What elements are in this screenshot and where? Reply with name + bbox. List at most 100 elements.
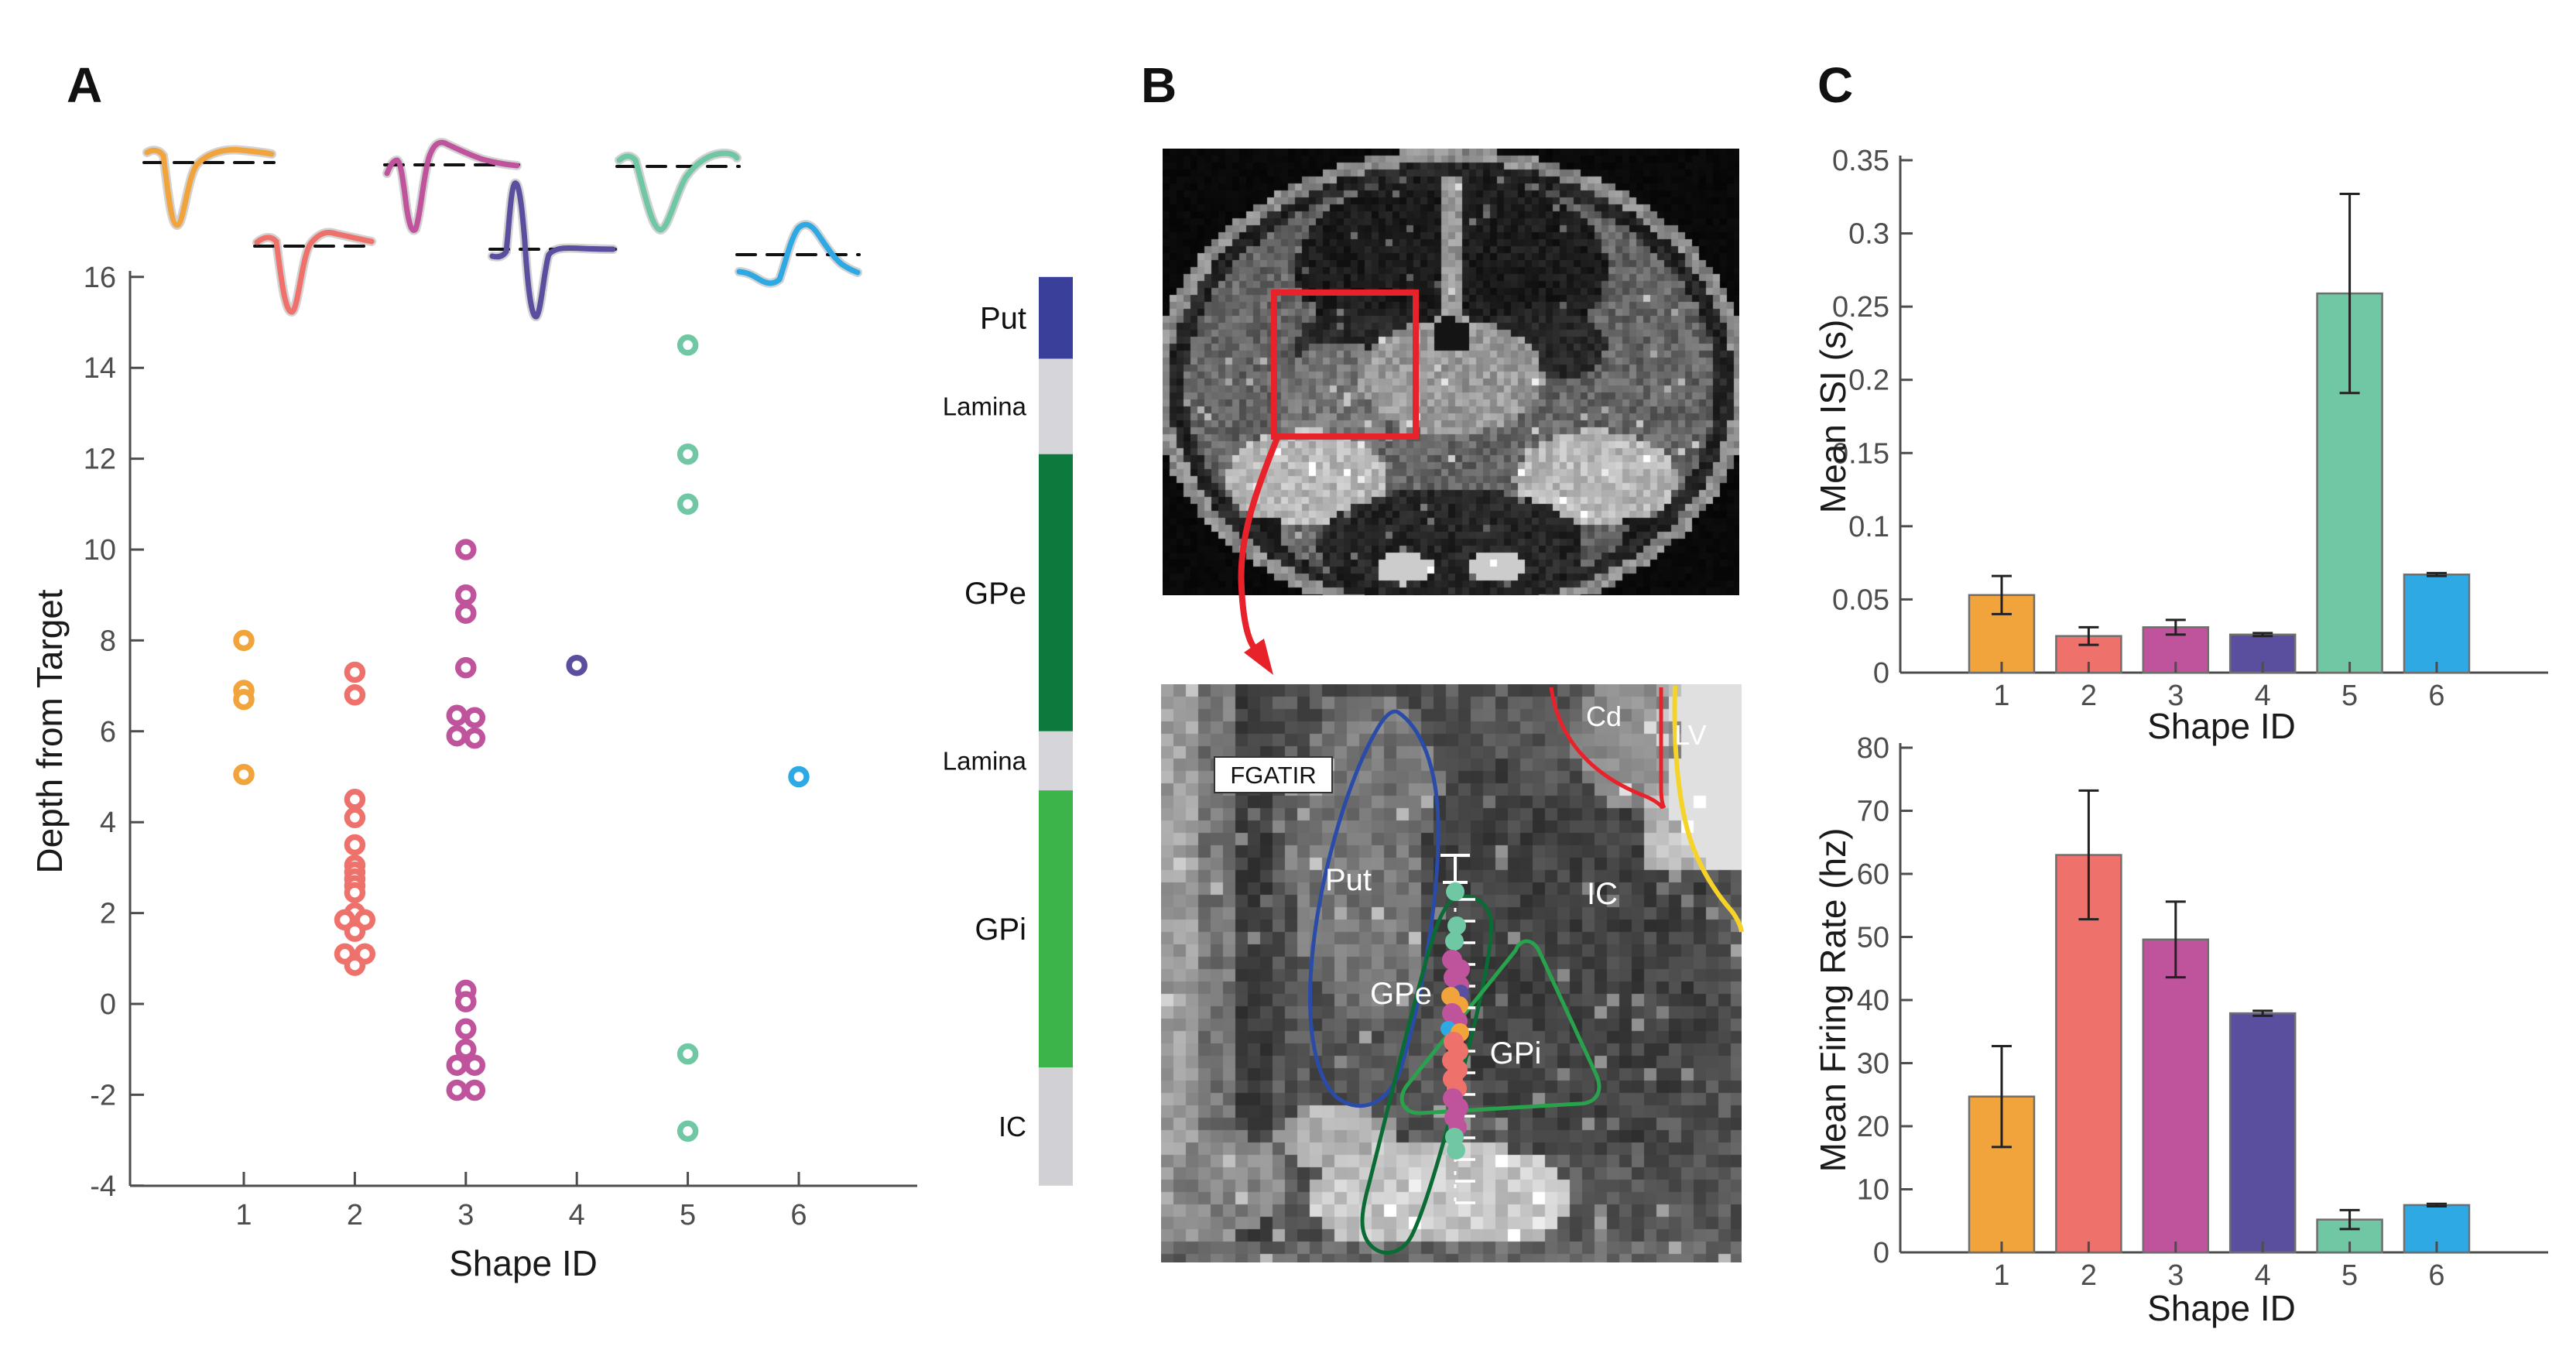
y-tick-label: 6 xyxy=(100,716,116,748)
x-tick-label: 3 xyxy=(457,1199,474,1231)
x-tick-label: 4 xyxy=(2255,680,2271,712)
waveform-shape-5 xyxy=(616,150,740,233)
depth-region-colorbar: Put Lamina GPe Lamina GPi IC xyxy=(943,276,1073,1186)
y-tick-label: -4 xyxy=(90,1170,116,1203)
y-tick-label: 0.05 xyxy=(1832,584,1889,616)
waveform-shape-1 xyxy=(144,147,275,228)
mri-label-put: Put xyxy=(1325,863,1372,897)
zoom-arrow-head xyxy=(1244,639,1273,675)
scatter-point-shape-5 xyxy=(677,334,699,356)
x-tick-label: 6 xyxy=(2428,1259,2444,1292)
colorbar-segment-lamina xyxy=(1039,731,1073,791)
scatter-point-shape-2 xyxy=(344,920,366,942)
colorbar-segment-gpe xyxy=(1039,454,1073,731)
mri-inset-rectangle xyxy=(1271,289,1419,440)
colorbar-segment-put xyxy=(1039,276,1073,359)
y-tick-label: 14 xyxy=(84,352,116,385)
x-tick-label: 2 xyxy=(2081,1259,2097,1292)
y-tick-label: 80 xyxy=(1857,732,1889,765)
x-tick-label: 3 xyxy=(2167,1259,2184,1292)
y-tick-label: 16 xyxy=(84,262,116,294)
mri-label-gpe: GPe xyxy=(1370,977,1432,1011)
track-unit-shape-5 xyxy=(1447,1141,1465,1159)
scatter-point-shape-5 xyxy=(677,1043,699,1065)
colorbar-label-gpi: GPi xyxy=(975,913,1026,947)
y-tick-label: 0 xyxy=(1873,657,1889,690)
y-tick-label: 2 xyxy=(100,898,116,930)
scatter-point-shape-2 xyxy=(344,807,366,829)
waveform-shape-6 xyxy=(736,221,861,286)
zoom-arrow-shaft xyxy=(1238,437,1280,651)
y-tick-label: 10 xyxy=(1857,1174,1889,1207)
gpe-outline xyxy=(1360,894,1494,1255)
colorbar-segment-gpi xyxy=(1039,790,1073,1068)
scatter-point-shape-1 xyxy=(233,629,255,652)
colorbar-label-gpe: GPe xyxy=(964,577,1026,611)
waveform-shape-3 xyxy=(384,139,520,233)
y-tick-label: 4 xyxy=(100,807,116,839)
x-tick-label: 5 xyxy=(2341,1259,2358,1292)
scatter-point-shape-3 xyxy=(446,724,468,747)
mri-label-ic: IC xyxy=(1587,877,1618,911)
x-tick-label: 2 xyxy=(347,1199,363,1231)
mean-firing-rate-axis-label: Mean Firing Rate (hz) xyxy=(1813,828,1853,1173)
scatter-point-shape-3 xyxy=(446,1079,468,1101)
y-tick-label: 8 xyxy=(100,625,116,657)
waveform-gallery xyxy=(142,138,862,321)
scatter-point-shape-3 xyxy=(455,656,477,679)
caudate-outline xyxy=(1549,687,1665,810)
y-tick-label: 12 xyxy=(84,444,116,476)
x-tick-label: 5 xyxy=(2341,680,2358,712)
y-tick-label: 0.2 xyxy=(1848,365,1889,397)
y-tick-label: 60 xyxy=(1857,858,1889,891)
depth-scatter-points xyxy=(233,334,810,1142)
scatter-point-shape-5 xyxy=(677,1120,699,1142)
mean-isi-axis-label: Mean ISI (s) xyxy=(1813,320,1853,514)
scatter-point-shape-3 xyxy=(455,1018,477,1040)
track-unit-shape-5 xyxy=(1445,932,1464,951)
mri-label-lv: LV xyxy=(1674,719,1706,751)
bar-shape-6 xyxy=(2403,574,2471,674)
scatter-point-shape-3 xyxy=(464,727,486,749)
panel-b-label: B xyxy=(1141,57,1177,113)
x-tick-label: 4 xyxy=(569,1199,585,1231)
mri-coronal-image xyxy=(1163,149,1739,595)
scatter-point-shape-5 xyxy=(677,443,699,465)
scatter-point-shape-2 xyxy=(344,954,366,976)
mri-label-gpi: GPi xyxy=(1490,1036,1542,1070)
bar-shape-2 xyxy=(2055,854,2122,1254)
colorbar-label-lamina: Lamina xyxy=(943,747,1027,776)
y-tick-label: 0 xyxy=(1873,1237,1889,1269)
scatter-point-shape-2 xyxy=(344,684,366,706)
colorbar-segment-lamina xyxy=(1039,358,1073,454)
scatter-point-shape-3 xyxy=(446,1054,468,1076)
y-tick-label: 70 xyxy=(1857,796,1889,828)
y-tick-label: 0 xyxy=(100,988,116,1021)
panel-a-label: A xyxy=(67,57,102,113)
y-tick-label: 50 xyxy=(1857,922,1889,954)
mri-label-fgatir: FGATIR xyxy=(1230,762,1316,789)
track-unit-shape-5 xyxy=(1447,916,1466,935)
x-tick-label: 6 xyxy=(2428,680,2444,712)
scatter-point-shape-3 xyxy=(455,602,477,624)
y-tick-label: 30 xyxy=(1857,1048,1889,1081)
y-tick-label: 0.15 xyxy=(1832,437,1889,470)
depth-axis-label: Depth from Target xyxy=(29,589,70,874)
scatter-point-shape-3 xyxy=(464,1054,486,1076)
x-tick-label: 6 xyxy=(790,1199,807,1231)
scatter-point-shape-3 xyxy=(464,707,486,728)
mri-label-cd: Cd xyxy=(1586,700,1622,732)
scatter-point-shape-6 xyxy=(788,766,810,788)
scatter-point-shape-3 xyxy=(446,704,468,727)
y-tick-label: 0.3 xyxy=(1848,218,1889,251)
recording-track-units xyxy=(1440,882,1470,1159)
y-tick-label: 0.35 xyxy=(1832,145,1889,177)
track-unit-shape-5 xyxy=(1446,882,1464,901)
mean-firing-rate-chart: 0 10 20 30 40 50 60 70 80 1 2 3 4 5 6 xyxy=(1857,732,2548,1292)
waveform-shape-2 xyxy=(254,229,375,315)
colorbar-segment-ic xyxy=(1039,1067,1073,1186)
putamen-outline xyxy=(1308,709,1440,1108)
colorbar-label-ic: IC xyxy=(999,1111,1026,1142)
